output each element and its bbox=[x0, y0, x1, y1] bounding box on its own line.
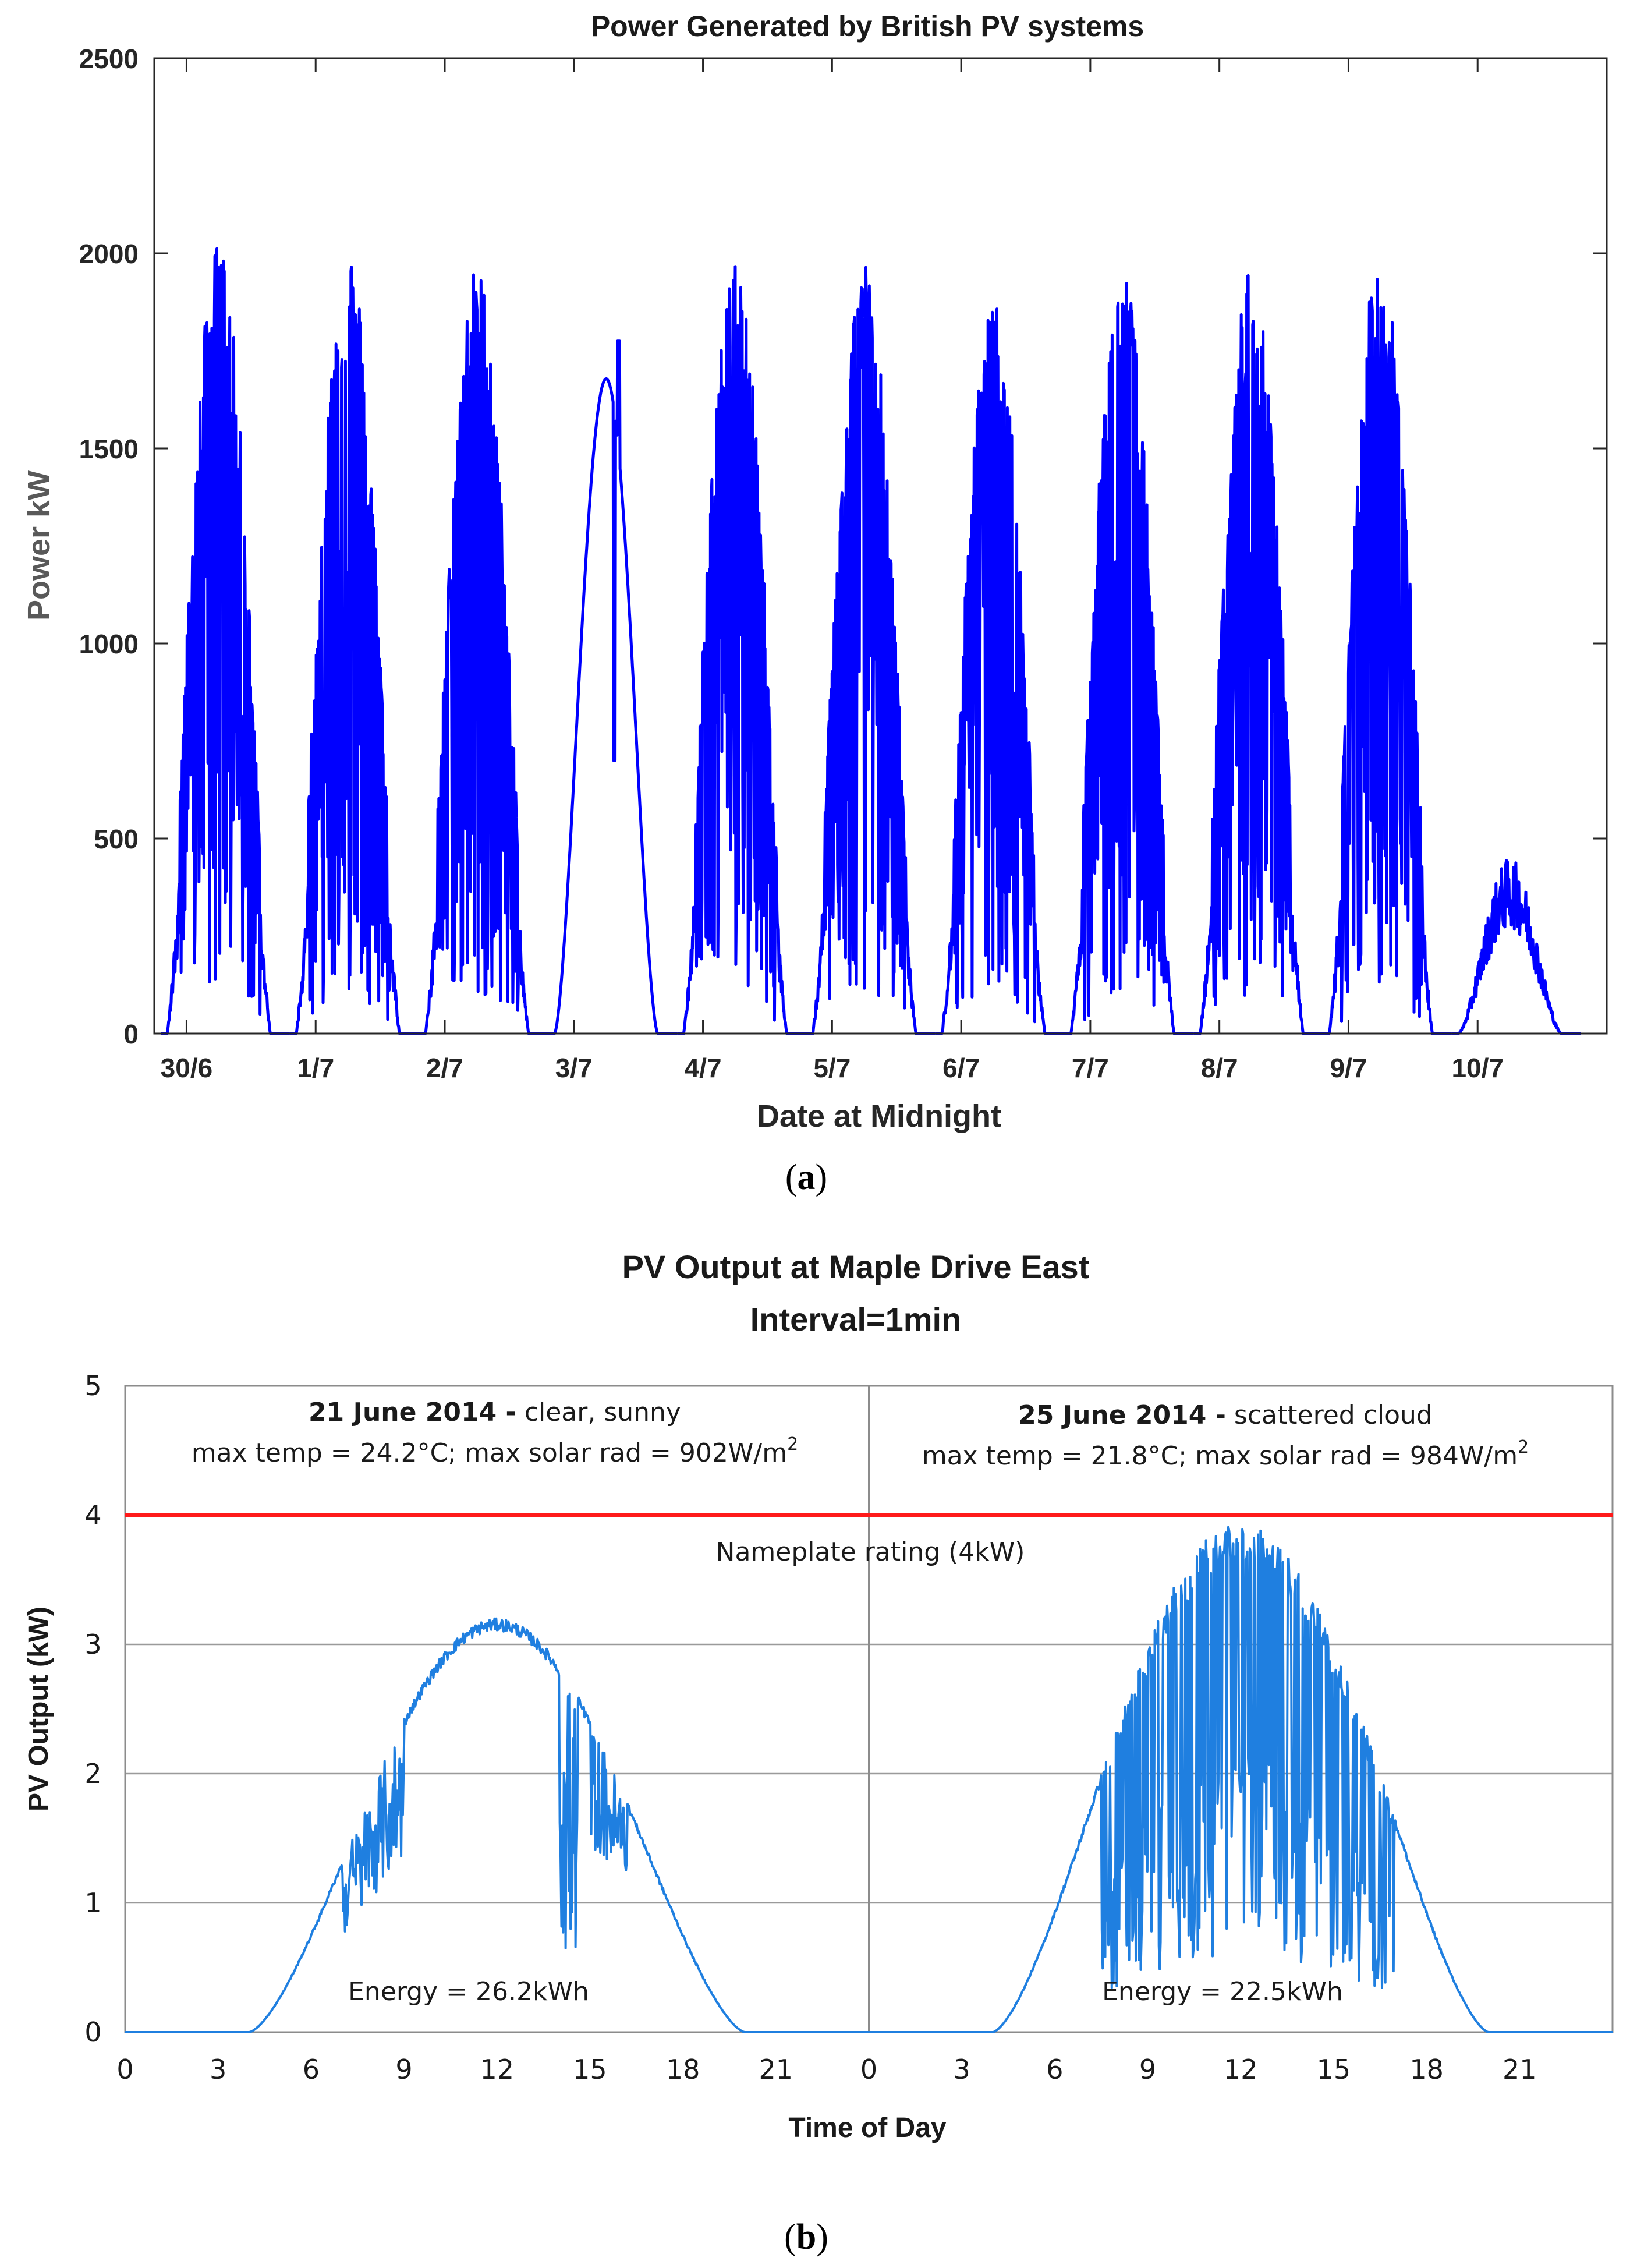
chart-b-x-tick-label: 6 bbox=[303, 2054, 320, 2085]
chart-a-day-trace bbox=[1321, 278, 1453, 1035]
chart-b-y-tick-label: 3 bbox=[84, 1629, 101, 1660]
chart-b-day-trace bbox=[868, 1526, 1613, 2033]
chart-b-day-trace bbox=[125, 1617, 870, 2033]
chart-a-x-tick-label: 5/7 bbox=[813, 1053, 851, 1083]
chart-b-x-tick-label: 18 bbox=[666, 2054, 700, 2085]
chart-a-x-tick-label: 4/7 bbox=[685, 1053, 722, 1083]
panel-1-sup: 2 bbox=[787, 1434, 798, 1455]
chart-a-day-trace bbox=[1192, 274, 1324, 1035]
chart-b-y-tick-label: 4 bbox=[84, 1499, 101, 1531]
chart-a-x-tick-label: 6/7 bbox=[942, 1053, 980, 1083]
chart-a-series bbox=[160, 247, 1582, 1035]
chart-a-x-tick-label: 30/6 bbox=[161, 1053, 213, 1083]
chart-a-day-trace bbox=[676, 265, 807, 1035]
chart-a-x-tick-label: 10/7 bbox=[1451, 1053, 1504, 1083]
chart-b-x-tick-label: 18 bbox=[1409, 2054, 1444, 2085]
chart-b-y-tick-label: 1 bbox=[84, 1887, 101, 1919]
chart-a-y-tick-label: 2000 bbox=[79, 239, 139, 269]
caption-b-letter: b bbox=[796, 2217, 816, 2257]
caption-a-letter: a bbox=[798, 1158, 816, 1197]
panel-2-date: 25 June 2014 - bbox=[1018, 1400, 1226, 1430]
chart-a-y-tick-label: 500 bbox=[94, 824, 139, 854]
chart-b-y-tick-label: 5 bbox=[84, 1370, 101, 1402]
chart-b-title-line2: Interval=1min bbox=[750, 1301, 962, 1338]
chart-a-plot-frame bbox=[153, 57, 1608, 1035]
chart-b-x-tick-label: 0 bbox=[116, 2054, 133, 2085]
chart-b-x-tick-label: 21 bbox=[1503, 2054, 1537, 2085]
chart-a-day-trace bbox=[934, 307, 1066, 1035]
chart-b-x-tick-label: 12 bbox=[1224, 2054, 1258, 2085]
chart-a-x-tick-label: 3/7 bbox=[555, 1053, 593, 1083]
panel-1-heading: 21 June 2014 - clear, sunny bbox=[309, 1397, 681, 1427]
chart-b-y-tick-label: 0 bbox=[84, 2016, 101, 2048]
panel-1-date: 21 June 2014 - bbox=[309, 1397, 516, 1427]
chart-b-y-tick-label: 2 bbox=[84, 1758, 101, 1789]
chart-b-x-tick-label: 3 bbox=[210, 2054, 226, 2085]
caption-b: (b) bbox=[784, 2217, 828, 2257]
chart-b-y-axis-label: PV Output (kW) bbox=[23, 1607, 54, 1811]
chart-a: Power Generated by British PV systems 0 5… bbox=[22, 10, 1608, 1134]
chart-b-x-tick-label: 12 bbox=[480, 2054, 514, 2085]
chart-a-x-tick-label: 7/7 bbox=[1072, 1053, 1109, 1083]
chart-b-x-tick-label: 3 bbox=[954, 2054, 970, 2085]
panel-1-energy: Energy = 26.2kWh bbox=[348, 1977, 589, 2007]
chart-a-x-axis-label: Date at Midnight bbox=[757, 1099, 1001, 1134]
chart-b-x-tick-label: 6 bbox=[1046, 2054, 1063, 2085]
panel-2-conditions-text: max temp = 21.8°C; max solar rad = 984W/… bbox=[922, 1441, 1518, 1471]
chart-b-y-tick-labels: 0 1 2 3 4 5 bbox=[84, 1370, 101, 2048]
chart-a-y-tick-label: 0 bbox=[123, 1019, 139, 1049]
chart-a-x-tick-label: 1/7 bbox=[297, 1053, 334, 1083]
chart-a-day-trace bbox=[547, 339, 678, 1035]
chart-b-x-tick-label: 15 bbox=[1317, 2054, 1351, 2085]
chart-a-y-tick-label: 2500 bbox=[79, 44, 139, 74]
chart-a-y-axis-label: Power kW bbox=[22, 470, 56, 621]
chart-a-day-trace bbox=[289, 266, 420, 1035]
chart-b-x-tick-labels: 0 3 6 9 12 15 18 21 0 3 6 9 12 15 18 21 bbox=[116, 2054, 1536, 2085]
panel-2-desc: scattered cloud bbox=[1226, 1400, 1433, 1430]
chart-a-x-tick-label: 9/7 bbox=[1330, 1053, 1367, 1083]
chart-b-x-tick-label: 9 bbox=[1139, 2054, 1156, 2085]
chart-b-x-tick-label: 15 bbox=[573, 2054, 607, 2085]
chart-a-day-trace bbox=[160, 247, 291, 1035]
panel-1-conditions: max temp = 24.2°C; max solar rad = 902W/… bbox=[192, 1434, 798, 1468]
chart-a-x-tick-label: 8/7 bbox=[1201, 1053, 1238, 1083]
chart-b-x-tick-label: 9 bbox=[395, 2054, 412, 2085]
chart-b-x-axis-label: Time of Day bbox=[788, 2113, 947, 2143]
caption-a: (a) bbox=[785, 1158, 827, 1197]
chart-a-x-tick-label: 2/7 bbox=[426, 1053, 463, 1083]
chart-a-y-tick-label: 1500 bbox=[79, 434, 139, 464]
panel-2-sup: 2 bbox=[1518, 1437, 1529, 1457]
nameplate-label: Nameplate rating (4kW) bbox=[716, 1537, 1025, 1567]
chart-a-day-trace bbox=[1451, 859, 1582, 1035]
chart-a-y-tick-label: 1000 bbox=[79, 629, 139, 659]
chart-a-title: Power Generated by British PV systems bbox=[591, 10, 1144, 43]
chart-b-x-tick-label: 0 bbox=[860, 2054, 877, 2085]
chart-a-day-trace bbox=[805, 266, 937, 1035]
chart-b-series bbox=[125, 1526, 1613, 2033]
chart-a-tick-marks bbox=[154, 57, 1607, 1035]
chart-b-title-line1: PV Output at Maple Drive East bbox=[622, 1248, 1090, 1285]
chart-b: PV Output at Maple Drive East Interval=1… bbox=[23, 1248, 1614, 2143]
chart-a-x-tick-labels: 30/6 1/7 2/7 3/7 4/7 5/7 6/7 7/7 8/7 9/7 10/7 bbox=[161, 1053, 1504, 1083]
chart-a-y-tick-labels: 0 500 1000 1500 2000 2500 bbox=[79, 44, 139, 1049]
panel-2-heading: 25 June 2014 - scattered cloud bbox=[1018, 1400, 1433, 1430]
panel-2-energy: Energy = 22.5kWh bbox=[1102, 1977, 1343, 2007]
chart-a-day-trace bbox=[418, 273, 550, 1035]
panel-1-desc: clear, sunny bbox=[516, 1397, 681, 1427]
panel-2-conditions: max temp = 21.8°C; max solar rad = 984W/… bbox=[922, 1437, 1529, 1471]
panel-1-conditions-text: max temp = 24.2°C; max solar rad = 902W/… bbox=[192, 1438, 787, 1468]
chart-a-day-trace bbox=[1063, 282, 1195, 1035]
chart-b-x-tick-label: 21 bbox=[759, 2054, 793, 2085]
